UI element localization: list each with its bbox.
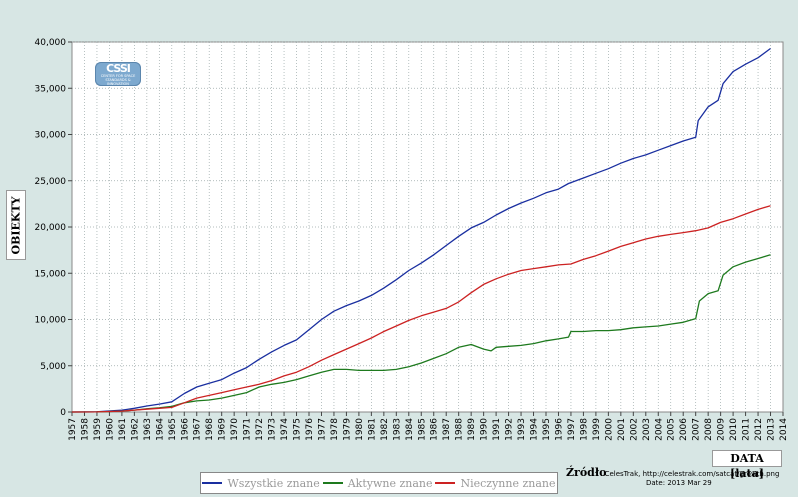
y-tick-label: 30,000 (35, 131, 67, 141)
logo-mark: CSSI (106, 61, 131, 75)
x-tick-label: 1969 (218, 418, 228, 441)
x-tick-label: 2010 (729, 418, 739, 441)
series-line-2 (71, 205, 771, 413)
x-tick-label: 2003 (642, 418, 652, 441)
x-tick-label: 1984 (405, 418, 415, 441)
x-tick-label: 2006 (679, 418, 689, 441)
x-tick-label: 1986 (430, 418, 440, 441)
y-tick-label: 40,000 (35, 38, 67, 48)
plot-area (71, 41, 784, 413)
x-tick-label: 1971 (243, 418, 253, 441)
x-tick-label: 1991 (492, 418, 502, 441)
x-tick-label: 2014 (779, 418, 789, 441)
x-tick-label: 2002 (629, 418, 639, 441)
x-axis-label: DATA [lata] (712, 450, 782, 480)
source-text: : CelesTrak, http://celestrak.com/satcat… (600, 470, 780, 478)
legend-label-all: Wszystkie znane (227, 476, 320, 490)
x-tick-label: 2012 (754, 418, 764, 441)
legend-item-all: Wszystkie znane (202, 476, 320, 490)
legend-label-active: Aktywne znane (347, 476, 433, 490)
x-tick-label: 1983 (392, 418, 402, 441)
x-tick-label: 2007 (692, 418, 702, 441)
x-tick-label: 1958 (80, 418, 90, 441)
legend-swatch-active (322, 482, 343, 484)
x-tick-label: 2000 (604, 418, 614, 441)
legend-swatch-all (202, 482, 223, 484)
y-tick-label: 10,000 (35, 316, 67, 326)
x-tick-label: 1996 (554, 418, 564, 441)
y-tick-label: 0 (60, 408, 66, 418)
x-tick-label: 1987 (442, 418, 452, 441)
x-tick-label: 1957 (68, 418, 78, 441)
x-tick-label: 1994 (530, 418, 540, 441)
x-tick-label: 1968 (205, 418, 215, 441)
x-tick-label: 1978 (330, 418, 340, 441)
legend-label-inactive: Nieczynne znane (460, 476, 556, 490)
x-tick-label: 1973 (268, 418, 278, 441)
series-line-0 (71, 47, 771, 413)
x-tick-label: 2011 (742, 418, 752, 441)
y-tick-label: 15,000 (35, 269, 67, 279)
legend-item-inactive: Nieczynne znane (435, 476, 556, 490)
x-tick-label: 2008 (704, 418, 714, 441)
x-tick-label: 1959 (93, 418, 103, 441)
x-tick-label: 1977 (317, 418, 327, 441)
x-tick-label: 1967 (193, 418, 203, 441)
x-tick-label: 1966 (180, 418, 190, 441)
cssi-logo: CSSI CENTER FOR SPACE STANDARDS & INNOVA… (95, 62, 141, 86)
legend-item-active: Aktywne znane (322, 476, 433, 490)
x-tick-label: 1982 (380, 418, 390, 441)
logo-subtext: CENTER FOR SPACE STANDARDS & INNOVATION (100, 73, 136, 86)
y-tick-label: 25,000 (35, 177, 67, 187)
y-tick-label: 20,000 (35, 223, 67, 233)
y-tick-label: 35,000 (35, 84, 67, 94)
x-tick-label: 1998 (579, 418, 589, 441)
y-tick-label: 5,000 (40, 362, 66, 372)
x-tick-label: 1990 (480, 418, 490, 441)
series-line-1 (71, 254, 771, 413)
legend-swatch-inactive (435, 482, 456, 484)
x-axis-ticks: 1957 1958 1959 1960 1961 1962 1963 1964 1965 1966… (68, 412, 789, 441)
x-tick-label: 1960 (105, 418, 115, 441)
x-tick-label: 1985 (417, 418, 427, 441)
source-label: Źródło (566, 466, 607, 479)
x-tick-label: 2009 (717, 418, 727, 441)
x-tick-label: 1980 (355, 418, 365, 441)
x-tick-label: 1963 (143, 418, 153, 441)
x-tick-label: 1993 (517, 418, 527, 441)
source-date: Date: 2013 Mar 29 (646, 479, 712, 487)
x-tick-label: 1979 (342, 418, 352, 441)
x-tick-label: 1981 (367, 418, 377, 441)
series-lines (71, 47, 771, 413)
x-tick-label: 1989 (467, 418, 477, 441)
x-tick-label: 1995 (542, 418, 552, 441)
x-tick-label: 1972 (255, 418, 265, 441)
x-tick-label: 2004 (654, 418, 664, 441)
x-tick-label: 1962 (130, 418, 140, 441)
x-tick-label: 1970 (230, 418, 240, 441)
x-tick-label: 2013 (767, 418, 777, 441)
x-tick-label: 1965 (168, 418, 178, 441)
x-tick-label: 1961 (118, 418, 128, 441)
x-tick-label: 1964 (155, 418, 165, 441)
x-tick-label: 1999 (592, 418, 602, 441)
y-axis-label-box: OBIEKTY (6, 190, 26, 260)
x-tick-label: 1974 (280, 418, 290, 441)
x-tick-label: 1975 (293, 418, 303, 441)
x-tick-label: 2001 (617, 418, 627, 441)
y-axis-label: OBIEKTY (9, 195, 23, 255)
x-tick-label: 1976 (305, 418, 315, 441)
x-tick-label: 1992 (505, 418, 515, 441)
x-tick-label: 1997 (567, 418, 577, 441)
x-tick-label: 2005 (667, 418, 677, 441)
legend: Wszystkie znane Aktywne znane Nieczynne … (200, 472, 558, 494)
y-axis-ticks: 0 5,000 10,000 15,000 20,000 25,000 30,000 35,0… (35, 38, 72, 418)
x-tick-label: 1988 (455, 418, 465, 441)
